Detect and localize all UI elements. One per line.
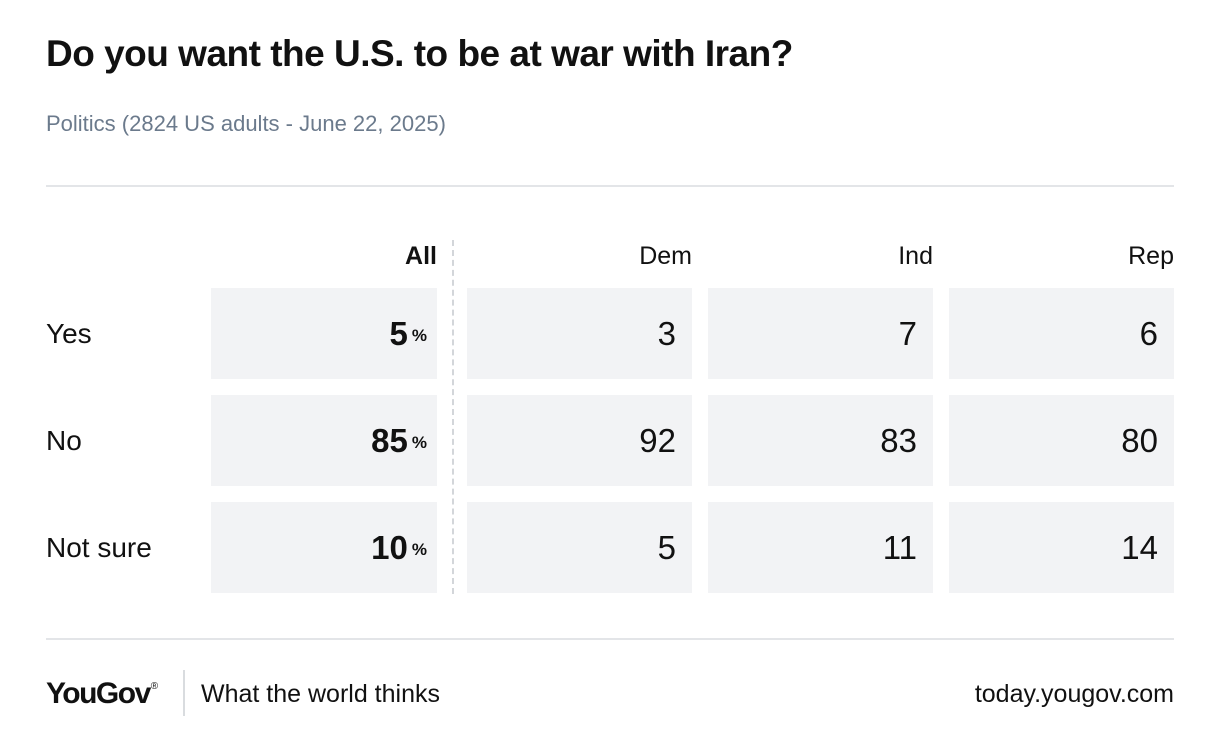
footer-tagline: What the world thinks — [201, 680, 440, 708]
yougov-logo[interactable]: YouGov® — [46, 672, 158, 716]
cell-no-dem: 92 — [467, 395, 692, 486]
cell-not-sure-all: 10% — [211, 502, 437, 593]
cell-yes-rep: 6 — [949, 288, 1174, 379]
cell-not-sure-ind: 11 — [708, 502, 933, 593]
top-divider — [46, 185, 1174, 187]
cell-value: 85 — [371, 422, 408, 459]
chart-subtitle: Politics (2824 US adults - June 22, 2025… — [46, 111, 446, 136]
cell-not-sure-rep: 14 — [949, 502, 1174, 593]
percent-sign: % — [411, 326, 427, 345]
percent-sign: % — [411, 433, 427, 452]
row-label-yes: Yes — [46, 318, 92, 349]
column-header-rep: Rep — [1128, 242, 1174, 270]
footer-separator — [183, 670, 185, 716]
cell-yes-dem: 3 — [467, 288, 692, 379]
all-column-divider — [452, 240, 454, 594]
registered-mark: ® — [150, 681, 159, 692]
column-header-dem: Dem — [639, 242, 692, 270]
logo-wordmark: YouGov — [46, 677, 151, 710]
bottom-divider — [46, 638, 1174, 640]
cell-not-sure-dem: 5 — [467, 502, 692, 593]
row-label-no: No — [46, 425, 82, 456]
cell-yes-all: 5% — [211, 288, 437, 379]
column-header-ind: Ind — [898, 242, 933, 270]
cell-value: 5 — [389, 315, 408, 352]
footer-url-link[interactable]: today.yougov.com — [974, 680, 1174, 708]
cell-yes-ind: 7 — [708, 288, 933, 379]
percent-sign: % — [411, 540, 427, 559]
cell-no-ind: 83 — [708, 395, 933, 486]
row-label-not-sure: Not sure — [46, 532, 152, 563]
cell-value: 10 — [371, 529, 408, 566]
chart-title: Do you want the U.S. to be at war with I… — [46, 33, 793, 74]
column-header-all: All — [405, 242, 437, 270]
cell-no-all: 85% — [211, 395, 437, 486]
cell-no-rep: 80 — [949, 395, 1174, 486]
